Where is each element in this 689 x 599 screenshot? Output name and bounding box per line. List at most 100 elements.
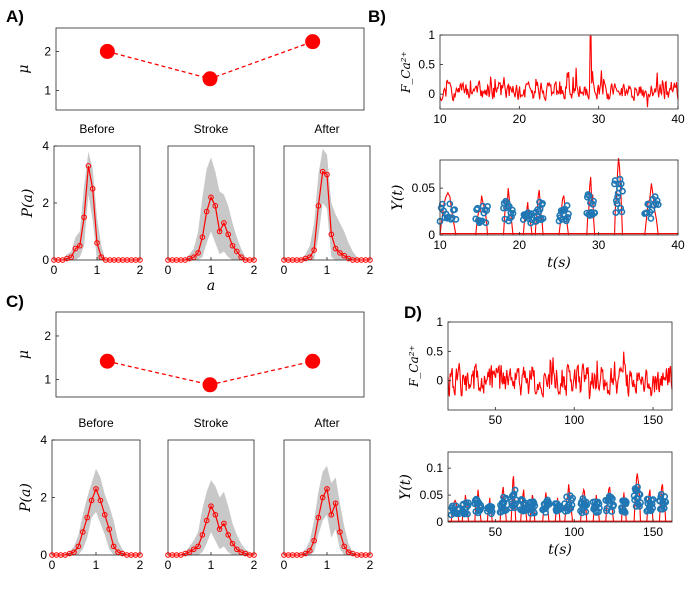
D_Y-data-point	[603, 504, 611, 512]
D_Y-burst	[458, 495, 472, 523]
B_Y-data-point	[643, 209, 651, 217]
B_Y-data-point	[508, 206, 516, 214]
D_Y-burst	[589, 495, 603, 523]
D_Y-data-point	[609, 495, 616, 503]
D_Y-data-point	[567, 504, 575, 512]
C_stroke-point	[186, 549, 193, 555]
D_Y-xlabel: t(s)	[548, 542, 572, 558]
D_Y-model-spike	[658, 484, 667, 523]
D_Y-ylabel: Y(t)	[398, 474, 414, 500]
B_Y-burst	[519, 202, 536, 236]
C_mu-chart: 1 2 μ	[16, 311, 365, 398]
C_stroke-point	[225, 532, 231, 538]
C_stroke-point	[216, 526, 223, 532]
C_after-point	[367, 552, 373, 558]
D_Y-xtick-label: 150	[643, 525, 663, 539]
panel-label-d: D)	[404, 303, 422, 322]
C_before-ytick-label: 4	[40, 433, 47, 447]
A_stroke-point	[199, 234, 206, 240]
A_before-ytick-label: 0	[42, 253, 49, 267]
B_Y-data-point	[591, 209, 599, 217]
A_before-xtick-label: 2	[137, 263, 144, 277]
A_stroke-xtick-label: 0	[165, 263, 172, 277]
D_Y-burst	[551, 497, 564, 523]
A_before-point	[94, 240, 100, 246]
C_before-point	[106, 526, 112, 532]
C_before-title: Before	[78, 416, 114, 430]
B_fca-xtick-label: 40	[671, 112, 685, 126]
A_stroke-point	[229, 242, 236, 249]
C_mu-ytick-label: 1	[44, 373, 51, 387]
D_Y-data-point	[649, 496, 657, 503]
C_stroke-point	[229, 540, 236, 547]
B_Y-data-point	[612, 209, 620, 216]
D_Y-data-point	[661, 493, 669, 500]
A_before-point	[85, 163, 92, 169]
C_after-point	[315, 514, 322, 521]
C_stroke-point	[195, 543, 201, 550]
D_Y-ytick-label: 0	[436, 515, 443, 529]
C_stroke-title: Stroke	[194, 416, 229, 430]
B_Y-ytick-label: 0	[428, 228, 435, 242]
C_after-point	[337, 529, 343, 535]
B_Y-data-point	[614, 193, 621, 201]
A_stroke-xlabel: a	[207, 278, 215, 294]
A_stroke-point	[195, 250, 201, 256]
D_Y-data-point	[636, 502, 643, 510]
C_after-xtick-label: 1	[324, 558, 331, 572]
B_Y-data-point	[613, 197, 620, 205]
D_Y-burst	[577, 487, 591, 523]
A_stroke-point	[221, 220, 227, 226]
B_Y-data-point	[483, 206, 491, 214]
C_after-point	[319, 494, 326, 501]
C_after-point	[307, 547, 313, 554]
D_Y-data-point	[578, 509, 586, 517]
C_before-point	[71, 549, 77, 555]
B_Y-model-spike	[475, 195, 489, 236]
C_mu-ylabel: μ	[16, 350, 32, 359]
D_Y-data-point	[662, 498, 670, 506]
D_Y-data-point	[512, 500, 519, 508]
D_Y-data-point	[510, 490, 518, 498]
C_stroke-chart: 0 1 2 Stroke	[165, 416, 258, 572]
A_after-point	[311, 247, 317, 253]
C_after-point	[324, 486, 330, 492]
B_Y-xlabel: t(s)	[547, 255, 571, 271]
D_Y-data-point	[464, 510, 471, 518]
B_Y-xtick-label: 30	[592, 238, 606, 252]
B_Y-data-point	[438, 200, 446, 208]
D_Y-burst	[496, 486, 510, 523]
D_Y-burst	[643, 489, 657, 523]
B_Y-model-spike	[644, 183, 659, 236]
B_Y-data-point	[564, 213, 572, 221]
B_fca-chart: 10 20 30 40 0 0.5 1 F_Ca²⁺	[399, 28, 685, 126]
A_stroke-xtick-label: 2	[251, 263, 258, 277]
B_Y-frame	[439, 159, 679, 236]
C_stroke-band	[168, 480, 254, 555]
D_Y-xtick-label: 50	[489, 525, 503, 539]
D_Y-burst	[507, 476, 520, 523]
C_mu-mu-point	[202, 377, 218, 393]
D_Y-burst	[656, 484, 670, 523]
B_Y-data-point	[451, 206, 458, 213]
B_Y-data-point	[584, 191, 592, 198]
C_stroke-xtick-label: 0	[165, 558, 172, 572]
D_Y-data-point	[502, 494, 510, 502]
D_Y-data-point	[582, 508, 590, 516]
B_Y-ytick-label: 0.05	[412, 181, 436, 195]
B_Y-burst	[641, 183, 662, 236]
B_fca-xtick-label: 30	[592, 112, 606, 126]
B_Y-data-point	[590, 197, 597, 205]
A_after-point	[307, 254, 313, 260]
D_Y-frame	[447, 451, 673, 523]
A_stroke-point	[208, 194, 214, 201]
A_after-point	[367, 257, 373, 263]
A_stroke-point	[216, 228, 223, 235]
C_after-point	[328, 511, 335, 518]
B_Y-data-point	[565, 210, 572, 218]
D_Y-data-point	[511, 504, 519, 512]
D_Y-burst	[471, 489, 485, 523]
B_Y-data-point	[611, 180, 618, 188]
D_Y-data-point	[621, 509, 629, 516]
